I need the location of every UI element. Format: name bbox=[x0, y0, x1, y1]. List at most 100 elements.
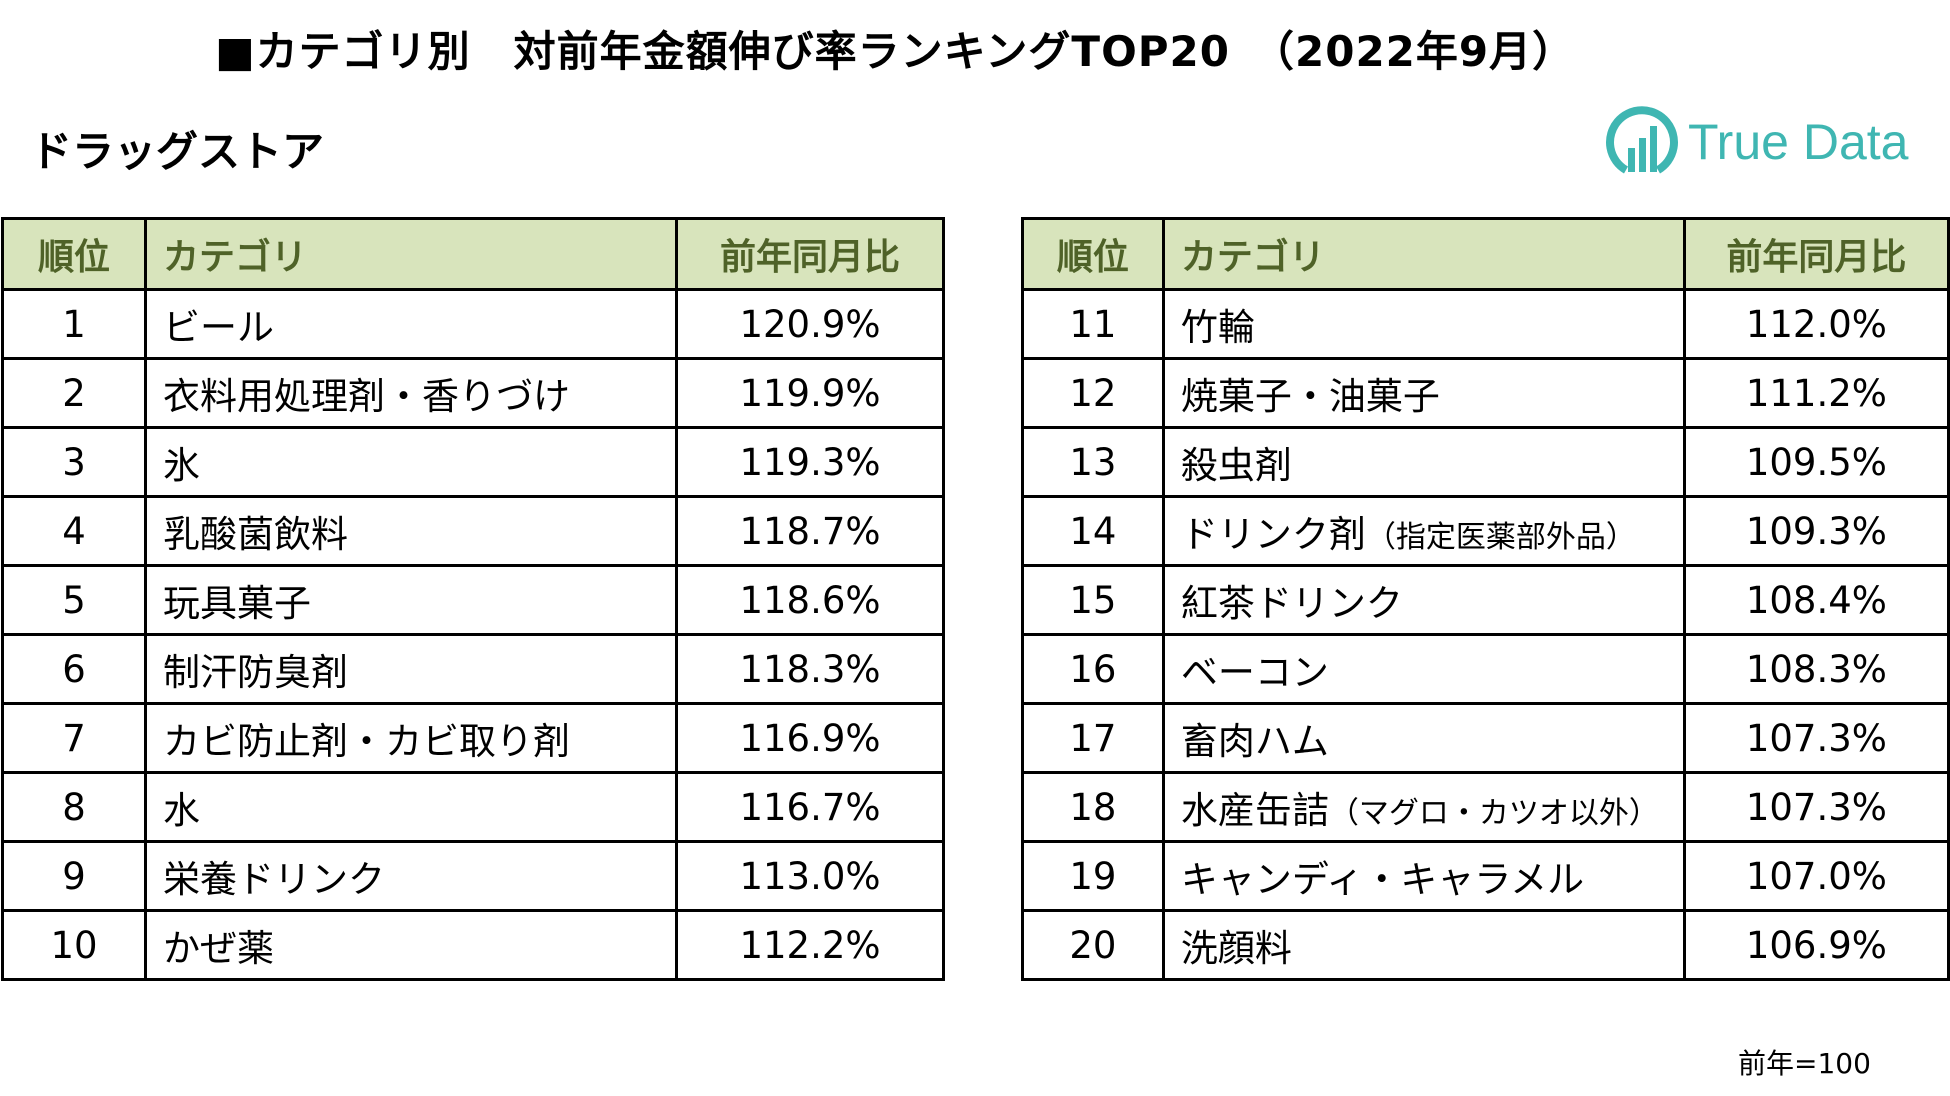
category-name: 乳酸菌飲料 bbox=[163, 513, 348, 556]
ratio-cell: 116.7% bbox=[675, 771, 945, 843]
category-cell: ドリンク剤（指定医薬部外品） bbox=[1161, 495, 1686, 567]
category-name: 竹輪 bbox=[1180, 306, 1255, 349]
table-row: 20 洗顔料 106.9% bbox=[1021, 909, 1950, 981]
category-cell: 殺虫剤 bbox=[1161, 426, 1686, 498]
table-row: 13 殺虫剤 109.5% bbox=[1021, 426, 1950, 498]
table-row: 15 紅茶ドリンク 108.4% bbox=[1021, 564, 1950, 636]
ratio-cell: 111.2% bbox=[1682, 357, 1950, 429]
rank-cell: 16 bbox=[1021, 633, 1165, 705]
category-note: （マグロ・カツオ以外） bbox=[1328, 796, 1659, 831]
category-cell: 栄養ドリンク bbox=[144, 840, 678, 912]
category-name: 畜肉ハム bbox=[1180, 720, 1329, 763]
ratio-cell: 118.3% bbox=[675, 633, 945, 705]
category-name: ベーコン bbox=[1180, 651, 1329, 694]
table-header-row: 順位 カテゴリ 前年同月比 bbox=[1, 217, 945, 291]
category-cell: キャンディ・キャラメル bbox=[1161, 840, 1686, 912]
ratio-cell: 118.6% bbox=[675, 564, 945, 636]
rank-cell: 6 bbox=[1, 633, 147, 705]
category-cell: 焼菓子・油菓子 bbox=[1161, 357, 1686, 429]
rank-cell: 8 bbox=[1, 771, 147, 843]
footer-note: 前年=100 bbox=[1738, 1047, 1871, 1080]
rank-cell: 9 bbox=[1, 840, 147, 912]
channel-subtitle: ドラッグストア bbox=[30, 127, 325, 176]
category-name: 氷 bbox=[163, 444, 200, 487]
category-note: （指定医薬部外品） bbox=[1365, 520, 1636, 555]
category-name: ドリンク剤 bbox=[1180, 513, 1366, 556]
table-row: 3 氷 119.3% bbox=[1, 426, 945, 498]
rank-cell: 11 bbox=[1021, 288, 1165, 360]
ratio-cell: 107.3% bbox=[1682, 702, 1950, 774]
table-row: 8 水 116.7% bbox=[1, 771, 945, 843]
ratio-cell: 113.0% bbox=[675, 840, 945, 912]
category-cell: 氷 bbox=[144, 426, 678, 498]
table-row: 18 水産缶詰（マグロ・カツオ以外） 107.3% bbox=[1021, 771, 1950, 843]
table-header-row: 順位 カテゴリ 前年同月比 bbox=[1021, 217, 1950, 291]
table-row: 16 ベーコン 108.3% bbox=[1021, 633, 1950, 705]
category-name: ビール bbox=[163, 306, 274, 349]
table-row: 2 衣料用処理剤・香りづけ 119.9% bbox=[1, 357, 945, 429]
rank-cell: 19 bbox=[1021, 840, 1165, 912]
category-cell: ビール bbox=[144, 288, 678, 360]
header-category: カテゴリ bbox=[1161, 217, 1686, 291]
header-rank: 順位 bbox=[1021, 217, 1165, 291]
true-data-logo: True Data bbox=[1604, 104, 1908, 180]
ratio-cell: 109.5% bbox=[1682, 426, 1950, 498]
category-name: 衣料用処理剤・香りづけ bbox=[163, 375, 570, 418]
category-cell: 制汗防臭剤 bbox=[144, 633, 678, 705]
rank-cell: 4 bbox=[1, 495, 147, 567]
ratio-cell: 119.3% bbox=[675, 426, 945, 498]
category-name: 水産缶詰 bbox=[1180, 789, 1329, 832]
table-row: 4 乳酸菌飲料 118.7% bbox=[1, 495, 945, 567]
table-row: 17 畜肉ハム 107.3% bbox=[1021, 702, 1950, 774]
page-title: ■カテゴリ別 対前年金額伸び率ランキングTOP20 （2022年9月） bbox=[215, 27, 1576, 76]
category-name: 殺虫剤 bbox=[1180, 444, 1292, 487]
category-cell: かぜ薬 bbox=[144, 909, 678, 981]
category-name: 水 bbox=[163, 789, 200, 832]
ratio-cell: 112.2% bbox=[675, 909, 945, 981]
category-cell: 水 bbox=[144, 771, 678, 843]
table-row: 9 栄養ドリンク 113.0% bbox=[1, 840, 945, 912]
ratio-cell: 120.9% bbox=[675, 288, 945, 360]
category-cell: ベーコン bbox=[1161, 633, 1686, 705]
rank-cell: 12 bbox=[1021, 357, 1165, 429]
ratio-cell: 119.9% bbox=[675, 357, 945, 429]
rank-cell: 20 bbox=[1021, 909, 1165, 981]
ratio-cell: 118.7% bbox=[675, 495, 945, 567]
ratio-cell: 106.9% bbox=[1682, 909, 1950, 981]
header-ratio: 前年同月比 bbox=[1682, 217, 1950, 291]
rank-cell: 10 bbox=[1, 909, 147, 981]
category-name: 制汗防臭剤 bbox=[163, 651, 348, 694]
category-name: 玩具菓子 bbox=[163, 582, 311, 625]
category-name: 栄養ドリンク bbox=[163, 858, 385, 901]
table-row: 10 かぜ薬 112.2% bbox=[1, 909, 945, 981]
table-row: 11 竹輪 112.0% bbox=[1021, 288, 1950, 360]
table-row: 19 キャンディ・キャラメル 107.0% bbox=[1021, 840, 1950, 912]
header-ratio: 前年同月比 bbox=[675, 217, 945, 291]
category-cell: 玩具菓子 bbox=[144, 564, 678, 636]
rank-cell: 13 bbox=[1021, 426, 1165, 498]
table-row: 1 ビール 120.9% bbox=[1, 288, 945, 360]
ranking-table-left: 順位 カテゴリ 前年同月比 1 ビール 120.9% 2 衣料用処理剤・香りづけ 119.… bbox=[1, 217, 945, 981]
ratio-cell: 116.9% bbox=[675, 702, 945, 774]
rank-cell: 17 bbox=[1021, 702, 1165, 774]
rank-cell: 7 bbox=[1, 702, 147, 774]
rank-cell: 15 bbox=[1021, 564, 1165, 636]
rank-cell: 2 bbox=[1, 357, 147, 429]
category-cell: 水産缶詰（マグロ・カツオ以外） bbox=[1161, 771, 1686, 843]
ratio-cell: 107.0% bbox=[1682, 840, 1950, 912]
table-row: 7 カビ防止剤・カビ取り剤 116.9% bbox=[1, 702, 945, 774]
rank-cell: 3 bbox=[1, 426, 147, 498]
table-row: 12 焼菓子・油菓子 111.2% bbox=[1021, 357, 1950, 429]
category-name: 紅茶ドリンク bbox=[1180, 582, 1403, 625]
table-row: 6 制汗防臭剤 118.3% bbox=[1, 633, 945, 705]
rank-cell: 18 bbox=[1021, 771, 1165, 843]
category-cell: 畜肉ハム bbox=[1161, 702, 1686, 774]
category-cell: 衣料用処理剤・香りづけ bbox=[144, 357, 678, 429]
category-name: 焼菓子・油菓子 bbox=[1180, 375, 1440, 418]
ratio-cell: 107.3% bbox=[1682, 771, 1950, 843]
category-cell: 乳酸菌飲料 bbox=[144, 495, 678, 567]
category-name: 洗顔料 bbox=[1180, 927, 1292, 970]
category-cell: カビ防止剤・カビ取り剤 bbox=[144, 702, 678, 774]
ratio-cell: 108.3% bbox=[1682, 633, 1950, 705]
header-rank: 順位 bbox=[1, 217, 147, 291]
